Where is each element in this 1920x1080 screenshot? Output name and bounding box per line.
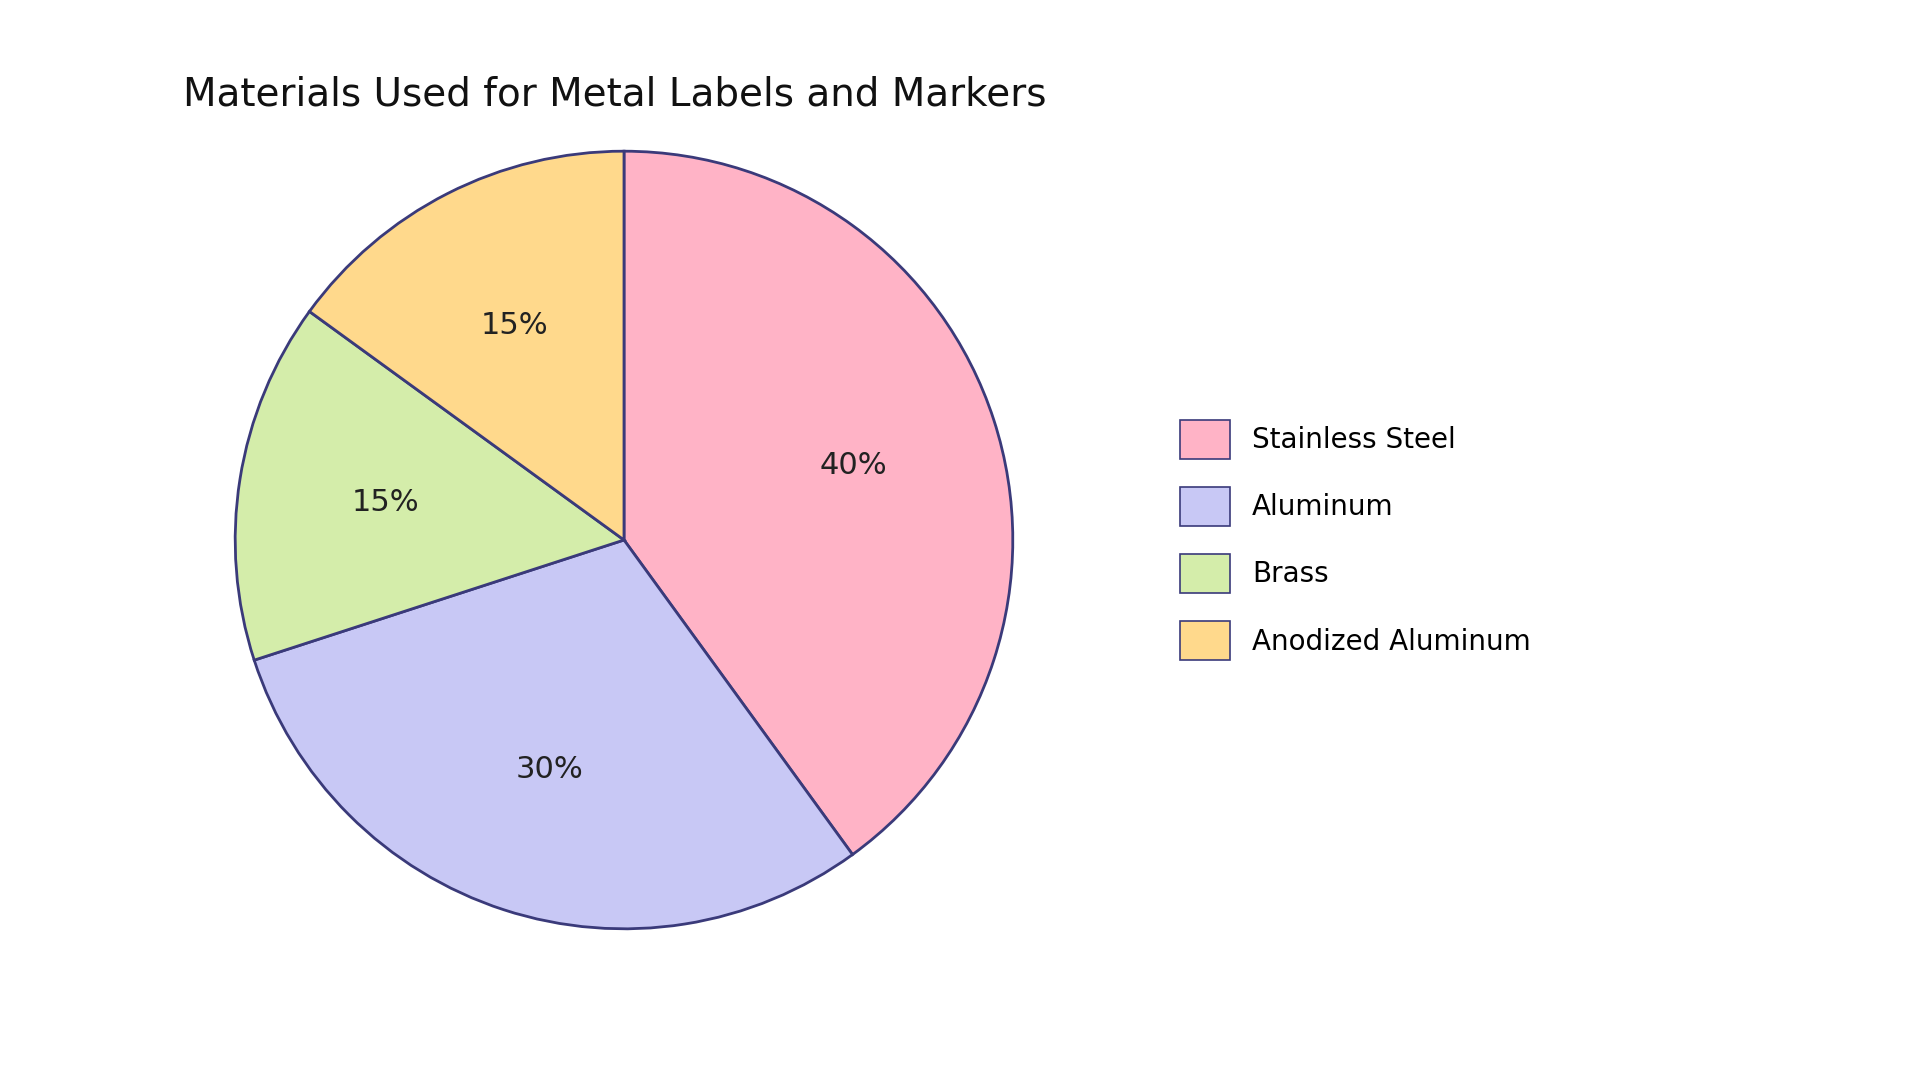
Text: 15%: 15% [480, 311, 549, 340]
Wedge shape [253, 540, 852, 929]
Text: 30%: 30% [516, 755, 584, 784]
Wedge shape [309, 151, 624, 540]
Text: Materials Used for Metal Labels and Markers: Materials Used for Metal Labels and Mark… [182, 76, 1046, 113]
Text: 15%: 15% [351, 488, 420, 517]
Legend: Stainless Steel, Aluminum, Brass, Anodized Aluminum: Stainless Steel, Aluminum, Brass, Anodiz… [1165, 406, 1544, 674]
Text: 40%: 40% [820, 451, 887, 480]
Wedge shape [236, 311, 624, 660]
Wedge shape [624, 151, 1012, 854]
